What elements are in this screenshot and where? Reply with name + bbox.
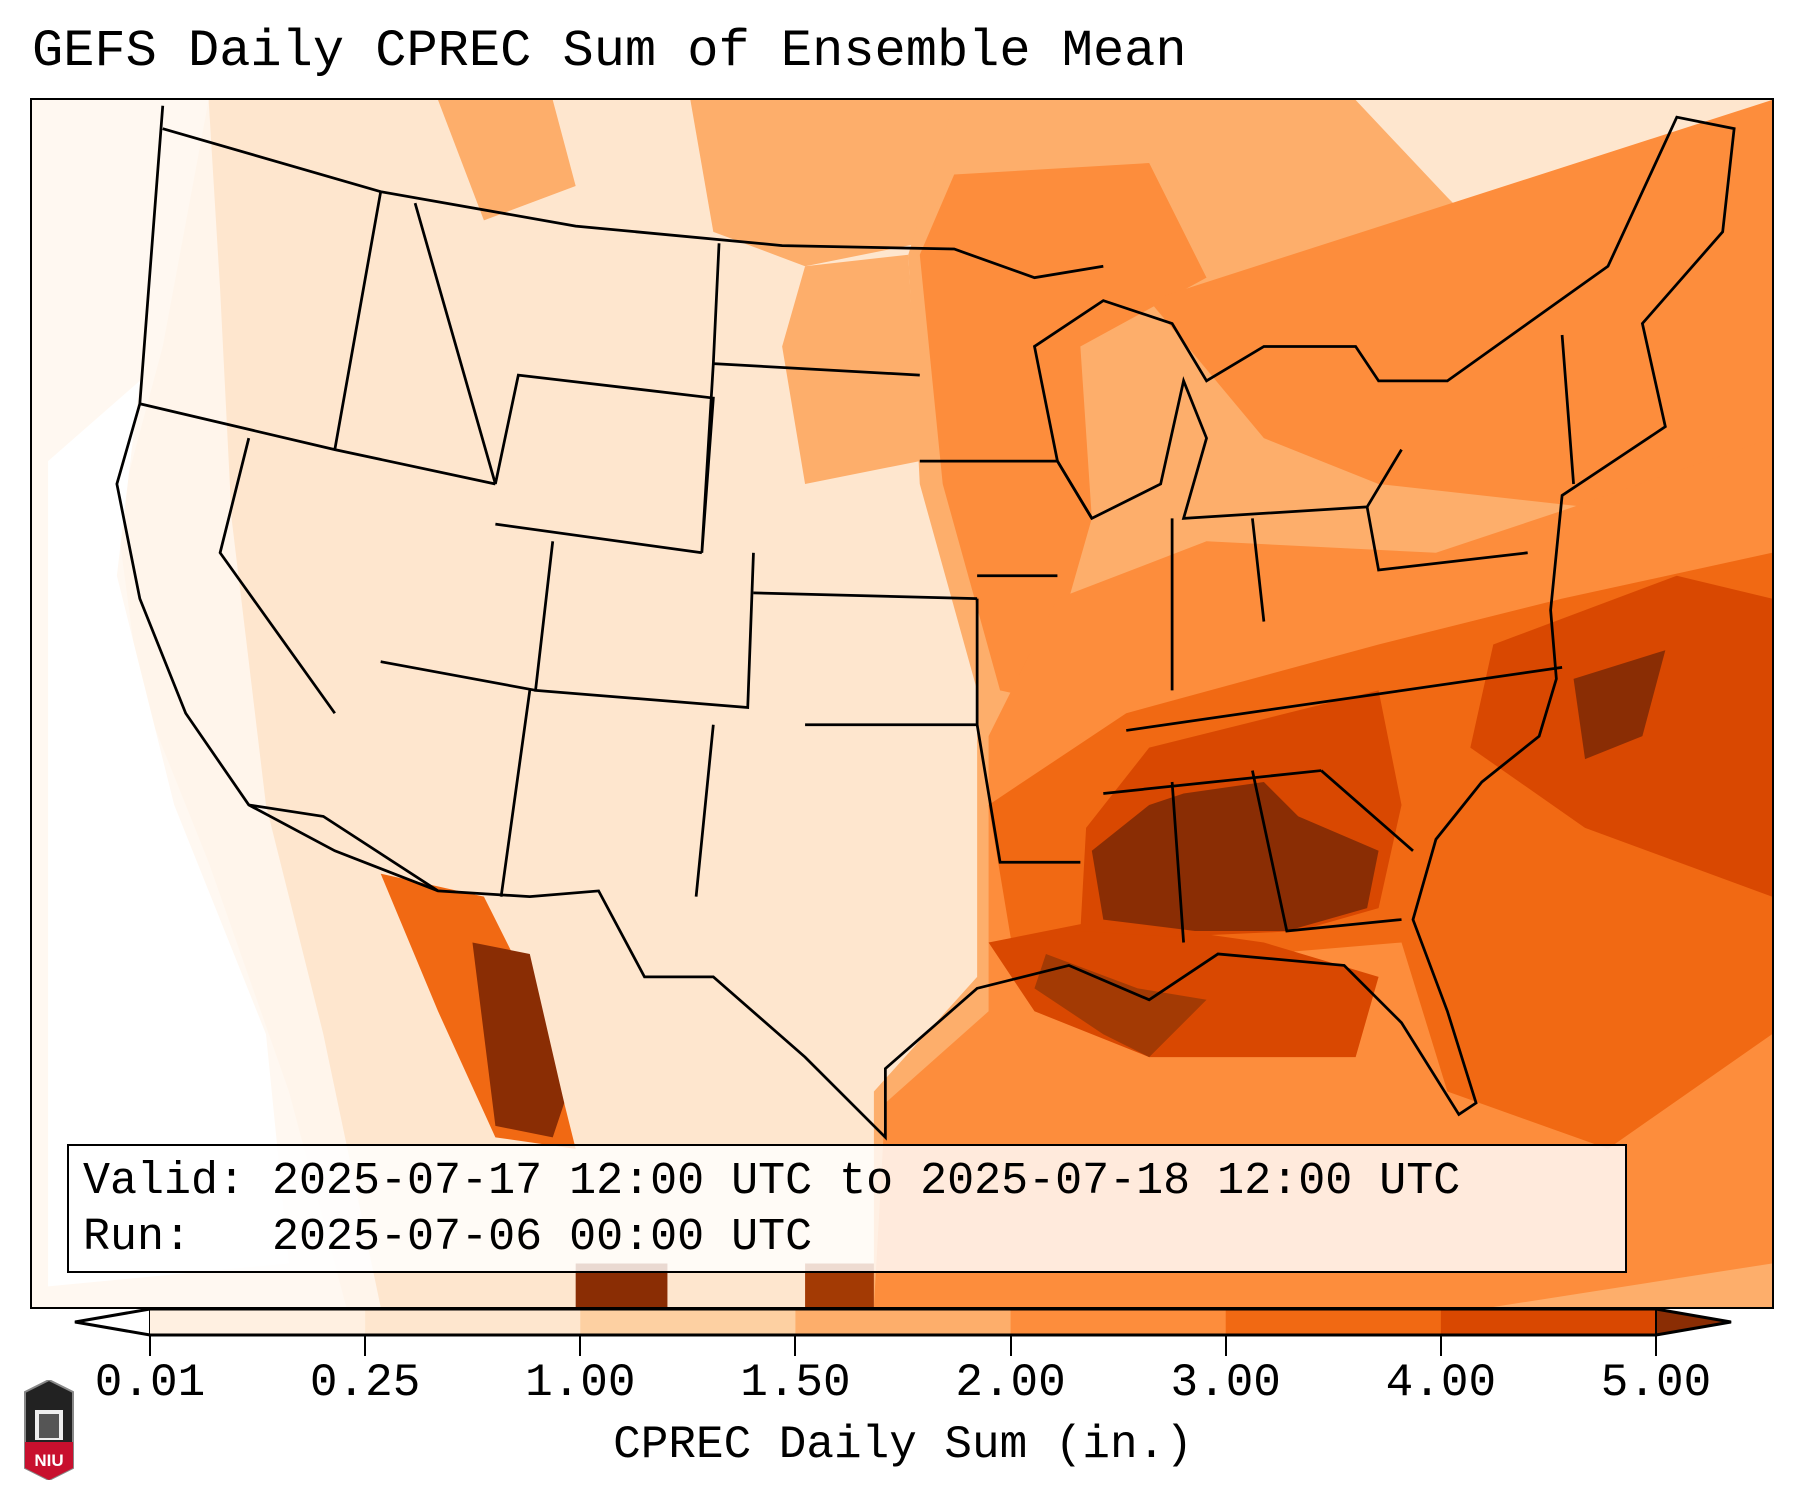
colorbar-tick xyxy=(1439,1336,1442,1356)
niu-logo: NIU xyxy=(21,1378,77,1482)
run-time: Run: 2025-07-06 00:00 UTC xyxy=(83,1212,813,1263)
colorbar-tick xyxy=(1655,1336,1657,1356)
colorbar-tick-label: 3.00 xyxy=(1170,1357,1281,1409)
colorbar-over-arrow xyxy=(1655,1307,1732,1337)
colorbar-tick-label: 1.50 xyxy=(740,1357,851,1409)
precip-shading xyxy=(32,100,1772,1307)
colorbar-bin xyxy=(795,1309,1012,1335)
colorbar-label: CPREC Daily Sum (in.) xyxy=(613,1419,1193,1471)
colorbar-graphic xyxy=(74,1307,1732,1337)
colorbar-under-arrow xyxy=(74,1307,151,1337)
colorbar-tick xyxy=(794,1336,797,1356)
colorbar xyxy=(74,1307,1732,1337)
colorbar-bin xyxy=(580,1309,796,1335)
valid-time: Valid: 2025-07-17 12:00 UTC to 2025-07-1… xyxy=(83,1156,1461,1207)
colorbar-tick xyxy=(149,1336,151,1356)
colorbar-tick xyxy=(364,1336,367,1356)
colorbar-bin xyxy=(1225,1309,1442,1335)
mexico-border xyxy=(248,803,439,893)
svg-text:NIU: NIU xyxy=(34,1451,63,1470)
state-lines xyxy=(139,191,1575,943)
colorbar-tick xyxy=(1009,1336,1012,1356)
colorbar-outline xyxy=(74,1307,1732,1337)
colorbar-tick-label: 2.00 xyxy=(955,1357,1066,1409)
colorbar-tick xyxy=(579,1336,582,1356)
colorbar-tick-label: 5.00 xyxy=(1600,1357,1712,1409)
map-title: GEFS Daily CPREC Sum of Ensemble Mean xyxy=(32,22,1187,81)
colorbar-tick-label: 4.00 xyxy=(1385,1357,1497,1409)
us-outline xyxy=(115,105,1736,1141)
precipitation-map xyxy=(30,98,1774,1309)
colorbar-bin xyxy=(150,1309,366,1335)
colorbar-bin xyxy=(1440,1309,1657,1335)
map-canvas xyxy=(32,100,1772,1307)
colorbar-bin xyxy=(365,1309,581,1335)
colorbar-tick-label: 0.01 xyxy=(94,1357,206,1409)
colorbar-tick-label: 1.00 xyxy=(525,1357,636,1409)
colorbar-bin xyxy=(1010,1309,1227,1335)
boundaries xyxy=(115,105,1736,1141)
colorbar-tick-label: 0.25 xyxy=(309,1357,421,1409)
colorbar-tick xyxy=(1224,1336,1227,1356)
info-box: Valid: 2025-07-17 12:00 UTC to 2025-07-1… xyxy=(67,1144,1627,1273)
